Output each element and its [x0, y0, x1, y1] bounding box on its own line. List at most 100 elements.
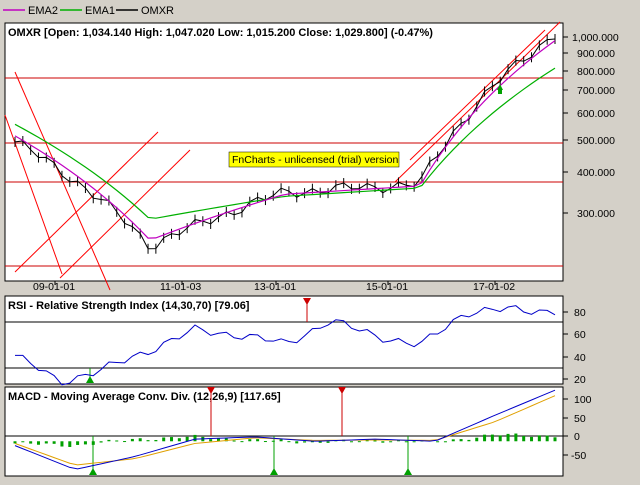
sell-arrow-icon: [207, 387, 215, 394]
macd-y-axis: 100 50 0 -50: [563, 394, 592, 462]
macd-histogram-bar: [44, 441, 48, 444]
macd-histogram-bar: [216, 438, 220, 442]
macd-histogram-bar: [263, 441, 267, 443]
macd-histogram-bar: [326, 441, 330, 443]
macd-histogram-bar: [123, 441, 127, 443]
sell-arrow-icon: [303, 298, 311, 305]
price-x-axis: 09-01-01 11-01-03 13-01-01 15-01-01 17-0…: [33, 281, 515, 293]
macd-histogram-bar: [381, 441, 385, 443]
macd-histogram-bar: [490, 434, 494, 442]
macd-histogram-bar: [443, 441, 447, 443]
macd-histogram-bar: [21, 441, 25, 443]
y-tick-label: 40: [574, 352, 586, 364]
macd-series: [14, 389, 556, 470]
price-y-axis: 1,000.000 900.000 800.000 700.000 600.00…: [563, 32, 619, 220]
macd-header: MACD - Moving Average Conv. Div. (12,26,…: [8, 391, 281, 403]
macd-histogram-bar: [193, 434, 197, 442]
y-tick-label: 80: [574, 307, 586, 319]
legend-label-ema2: EMA2: [28, 5, 58, 17]
macd-histogram-bar: [115, 440, 119, 442]
macd-histogram-bar: [224, 438, 228, 442]
y-tick-label: 0: [574, 431, 580, 443]
macd-histogram-bar: [146, 440, 150, 442]
y-tick-label: 20: [574, 374, 586, 386]
macd-histogram-bar: [240, 441, 244, 443]
rsi-panel[interactable]: RSI - Relative Strength Index (14,30,70)…: [4, 295, 586, 386]
macd-histogram-bar: [553, 437, 557, 442]
legend-bar: [0, 0, 640, 22]
macd-histogram-bar: [52, 441, 56, 444]
macd-histogram-bar: [83, 441, 87, 445]
buy-arrow-stem: [498, 90, 502, 94]
y-tick-label: 400.000: [577, 167, 615, 179]
macd-histogram-bar: [60, 441, 64, 447]
macd-histogram-bar: [99, 441, 103, 443]
x-tick-label: 15-01-01: [366, 281, 408, 293]
macd-histogram-bar: [514, 433, 518, 442]
macd-histogram-bar: [279, 439, 283, 442]
macd-panel[interactable]: MACD - Moving Average Conv. Div. (12,26,…: [4, 386, 592, 477]
macd-histogram-bar: [498, 435, 502, 442]
macd-histogram-bar: [404, 441, 408, 443]
macd-histogram-bar: [138, 438, 142, 442]
y-tick-label: 800.000: [577, 66, 615, 78]
ema2-series: [14, 40, 556, 239]
ema1-series: [14, 67, 556, 219]
macd-histogram-bar: [310, 441, 314, 443]
macd-histogram-bar: [436, 441, 440, 443]
y-tick-label: -50: [571, 450, 586, 462]
macd-histogram-bar: [177, 438, 181, 442]
trend-line: [394, 21, 561, 183]
macd-histogram-bar: [162, 437, 166, 442]
legend-label-ema1: EMA1: [85, 5, 115, 17]
macd-histogram-bar: [530, 436, 534, 442]
buy-arrow-icon: [497, 84, 503, 90]
x-tick-label: 09-01-01: [33, 281, 75, 293]
macd-histogram-bar: [467, 439, 471, 442]
watermark-box: [228, 151, 400, 168]
macd-histogram-bar: [459, 439, 463, 442]
macd-histogram-bar: [271, 440, 275, 442]
macd-histogram-bar: [350, 441, 354, 443]
macd-histogram-bar: [154, 440, 158, 442]
legend-label-omxr: OMXR: [141, 5, 174, 17]
rsi-y-axis: 80 60 40 20: [563, 307, 586, 386]
macd-histogram-bar: [170, 437, 174, 442]
macd-histogram-bar: [303, 441, 307, 443]
y-tick-label: 300.000: [577, 208, 615, 220]
x-tick-label: 13-01-01: [254, 281, 296, 293]
rsi-header: RSI - Relative Strength Index (14,30,70)…: [8, 300, 250, 312]
macd-histogram-bar: [318, 441, 322, 443]
y-tick-label: 700.000: [577, 85, 615, 97]
legend: EMA2 EMA1 OMXR: [3, 5, 174, 17]
price-panel[interactable]: OMXR [Open: 1,034.140 High: 1,047.020 Lo…: [4, 21, 619, 293]
macd-histogram-bar: [13, 441, 17, 444]
trend-line: [14, 131, 159, 273]
macd-histogram-bar: [475, 437, 479, 442]
macd-histogram-bar: [451, 439, 455, 442]
macd-histogram-bar: [522, 436, 526, 442]
macd-histogram-bar: [185, 436, 189, 442]
x-tick-label: 17-01-02: [473, 281, 515, 293]
buy-arrow-icon: [89, 468, 97, 475]
macd-histogram-bar: [295, 441, 299, 444]
buy-arrow-icon: [270, 468, 278, 475]
macd-histogram-bar: [130, 438, 134, 442]
macd-histogram-bar: [373, 440, 377, 442]
y-tick-label: 100: [574, 394, 592, 406]
trend-line: [14, 71, 111, 291]
omxr-price-series: [14, 38, 556, 250]
macd-histogram-bar: [76, 441, 80, 445]
trend-line: [59, 149, 191, 279]
macd-histogram-bar: [287, 441, 291, 443]
macd-histogram-bar: [29, 441, 33, 444]
macd-histogram-bar: [389, 441, 393, 443]
macd-histogram-bar: [232, 440, 236, 442]
macd-histogram-bar: [396, 440, 400, 442]
trend-line: [409, 29, 546, 161]
y-tick-label: 600.000: [577, 108, 615, 120]
buy-arrow-icon: [86, 376, 94, 383]
buy-arrow-icon: [404, 468, 412, 475]
macd-plot-area[interactable]: [4, 386, 564, 477]
